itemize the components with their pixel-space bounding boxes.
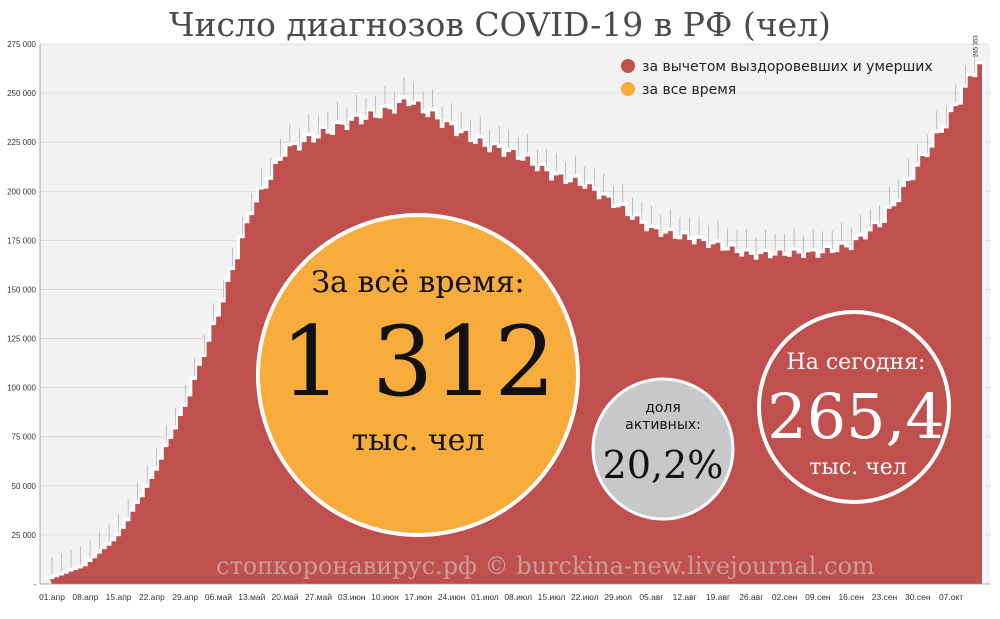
- x-tick-label: 29.апр: [172, 592, 198, 602]
- total-bubble: За всё время: 1 312 тыс. чел: [256, 213, 580, 537]
- y-tick-label: 150 000: [7, 285, 36, 294]
- total-label: За всё время:: [311, 265, 524, 300]
- y-tick-label: 250 000: [7, 89, 36, 98]
- x-tick-label: 08.июл: [504, 592, 532, 602]
- x-tick-label: 23.сен: [872, 592, 898, 602]
- watermark: стопкоронавирус.рф © burckina-new.livejo…: [216, 552, 875, 580]
- y-tick-label: -: [33, 580, 36, 589]
- y-tick-label: 100 000: [7, 384, 36, 393]
- x-tick-label: 02.сен: [772, 592, 798, 602]
- last-value-label: 265 353: [974, 35, 980, 57]
- y-tick-label: 50 000: [12, 482, 37, 491]
- share-circle: [591, 377, 735, 521]
- y-tick-label: 275 000: [7, 40, 36, 49]
- x-tick-label: 17.июн: [404, 592, 432, 602]
- y-tick-label: 75 000: [12, 433, 37, 442]
- x-tick-label: 10.июн: [371, 592, 399, 602]
- today-label: На сегодня:: [787, 350, 926, 375]
- x-tick-label: 13.май: [238, 592, 265, 602]
- x-tick-label: 05.авг: [639, 592, 663, 602]
- share-label-line2: активных:: [625, 417, 701, 433]
- total-value: 1 312: [281, 306, 556, 418]
- x-axis: 01.апр 08.апр 15.апр 22.апр 29.апр 06.май 13.м…: [39, 583, 990, 602]
- x-tick-label: 15.июл: [538, 592, 566, 602]
- today-bubble: На сегодня: 265,4 тыс. чел: [757, 310, 951, 504]
- legend: за вычетом выздоровевших и умерших за вс…: [621, 59, 933, 98]
- total-unit: тыс. чел: [352, 423, 485, 458]
- x-tick-label: 16.сен: [838, 592, 864, 602]
- x-tick-label: 20.май: [272, 592, 299, 602]
- x-tick-label: 26.авг: [739, 592, 763, 602]
- legend-swatch-total: [621, 82, 635, 96]
- legend-label-active: за вычетом выздоровевших и умерших: [642, 59, 933, 75]
- chart-title: Число диагнозов COVID-19 в РФ (чел): [169, 5, 831, 44]
- today-unit: тыс. чел: [809, 455, 907, 480]
- x-tick-label: 22.июл: [571, 592, 599, 602]
- x-tick-label: 29.июл: [604, 592, 632, 602]
- x-tick-label: 27.май: [305, 592, 332, 602]
- total-circle: [256, 213, 580, 537]
- x-tick-label: 15.апр: [106, 592, 132, 602]
- y-tick-label: 175 000: [7, 236, 36, 245]
- x-tick-label: 01.апр: [39, 592, 65, 602]
- y-tick-label: 225 000: [7, 138, 36, 147]
- y-tick-label: 125 000: [7, 335, 36, 344]
- share-value: 20,2%: [603, 443, 724, 487]
- x-tick-label: 06.май: [205, 592, 232, 602]
- y-tick-label: 25 000: [12, 531, 37, 540]
- y-tick-label: 200 000: [7, 187, 36, 196]
- y-axis: - 25 000 50 000 75 000 100 000 125 000 150 000…: [7, 40, 41, 589]
- x-tick-label: 12.авг: [673, 592, 697, 602]
- x-tick-label: 24.июн: [438, 592, 466, 602]
- x-tick-label: 09.сен: [805, 592, 831, 602]
- share-label-line1: доля: [645, 400, 681, 416]
- x-tick-label: 08.апр: [72, 592, 98, 602]
- x-tick-label: 07.окт: [939, 592, 963, 602]
- legend-swatch-active: [621, 59, 635, 73]
- x-tick-label: 30.сен: [905, 592, 931, 602]
- data-labels: 265 353: [51, 35, 980, 576]
- legend-label-total: за все время: [642, 82, 736, 98]
- x-tick-label: 01.июл: [471, 592, 499, 602]
- x-tick-label: 22.апр: [139, 592, 165, 602]
- x-tick-label: 19.авг: [706, 592, 730, 602]
- today-value: 265,4: [767, 380, 945, 453]
- x-tick-label: 03.июн: [338, 592, 366, 602]
- share-bubble: доля активных: 20,2%: [591, 377, 735, 521]
- today-circle: [757, 310, 951, 504]
